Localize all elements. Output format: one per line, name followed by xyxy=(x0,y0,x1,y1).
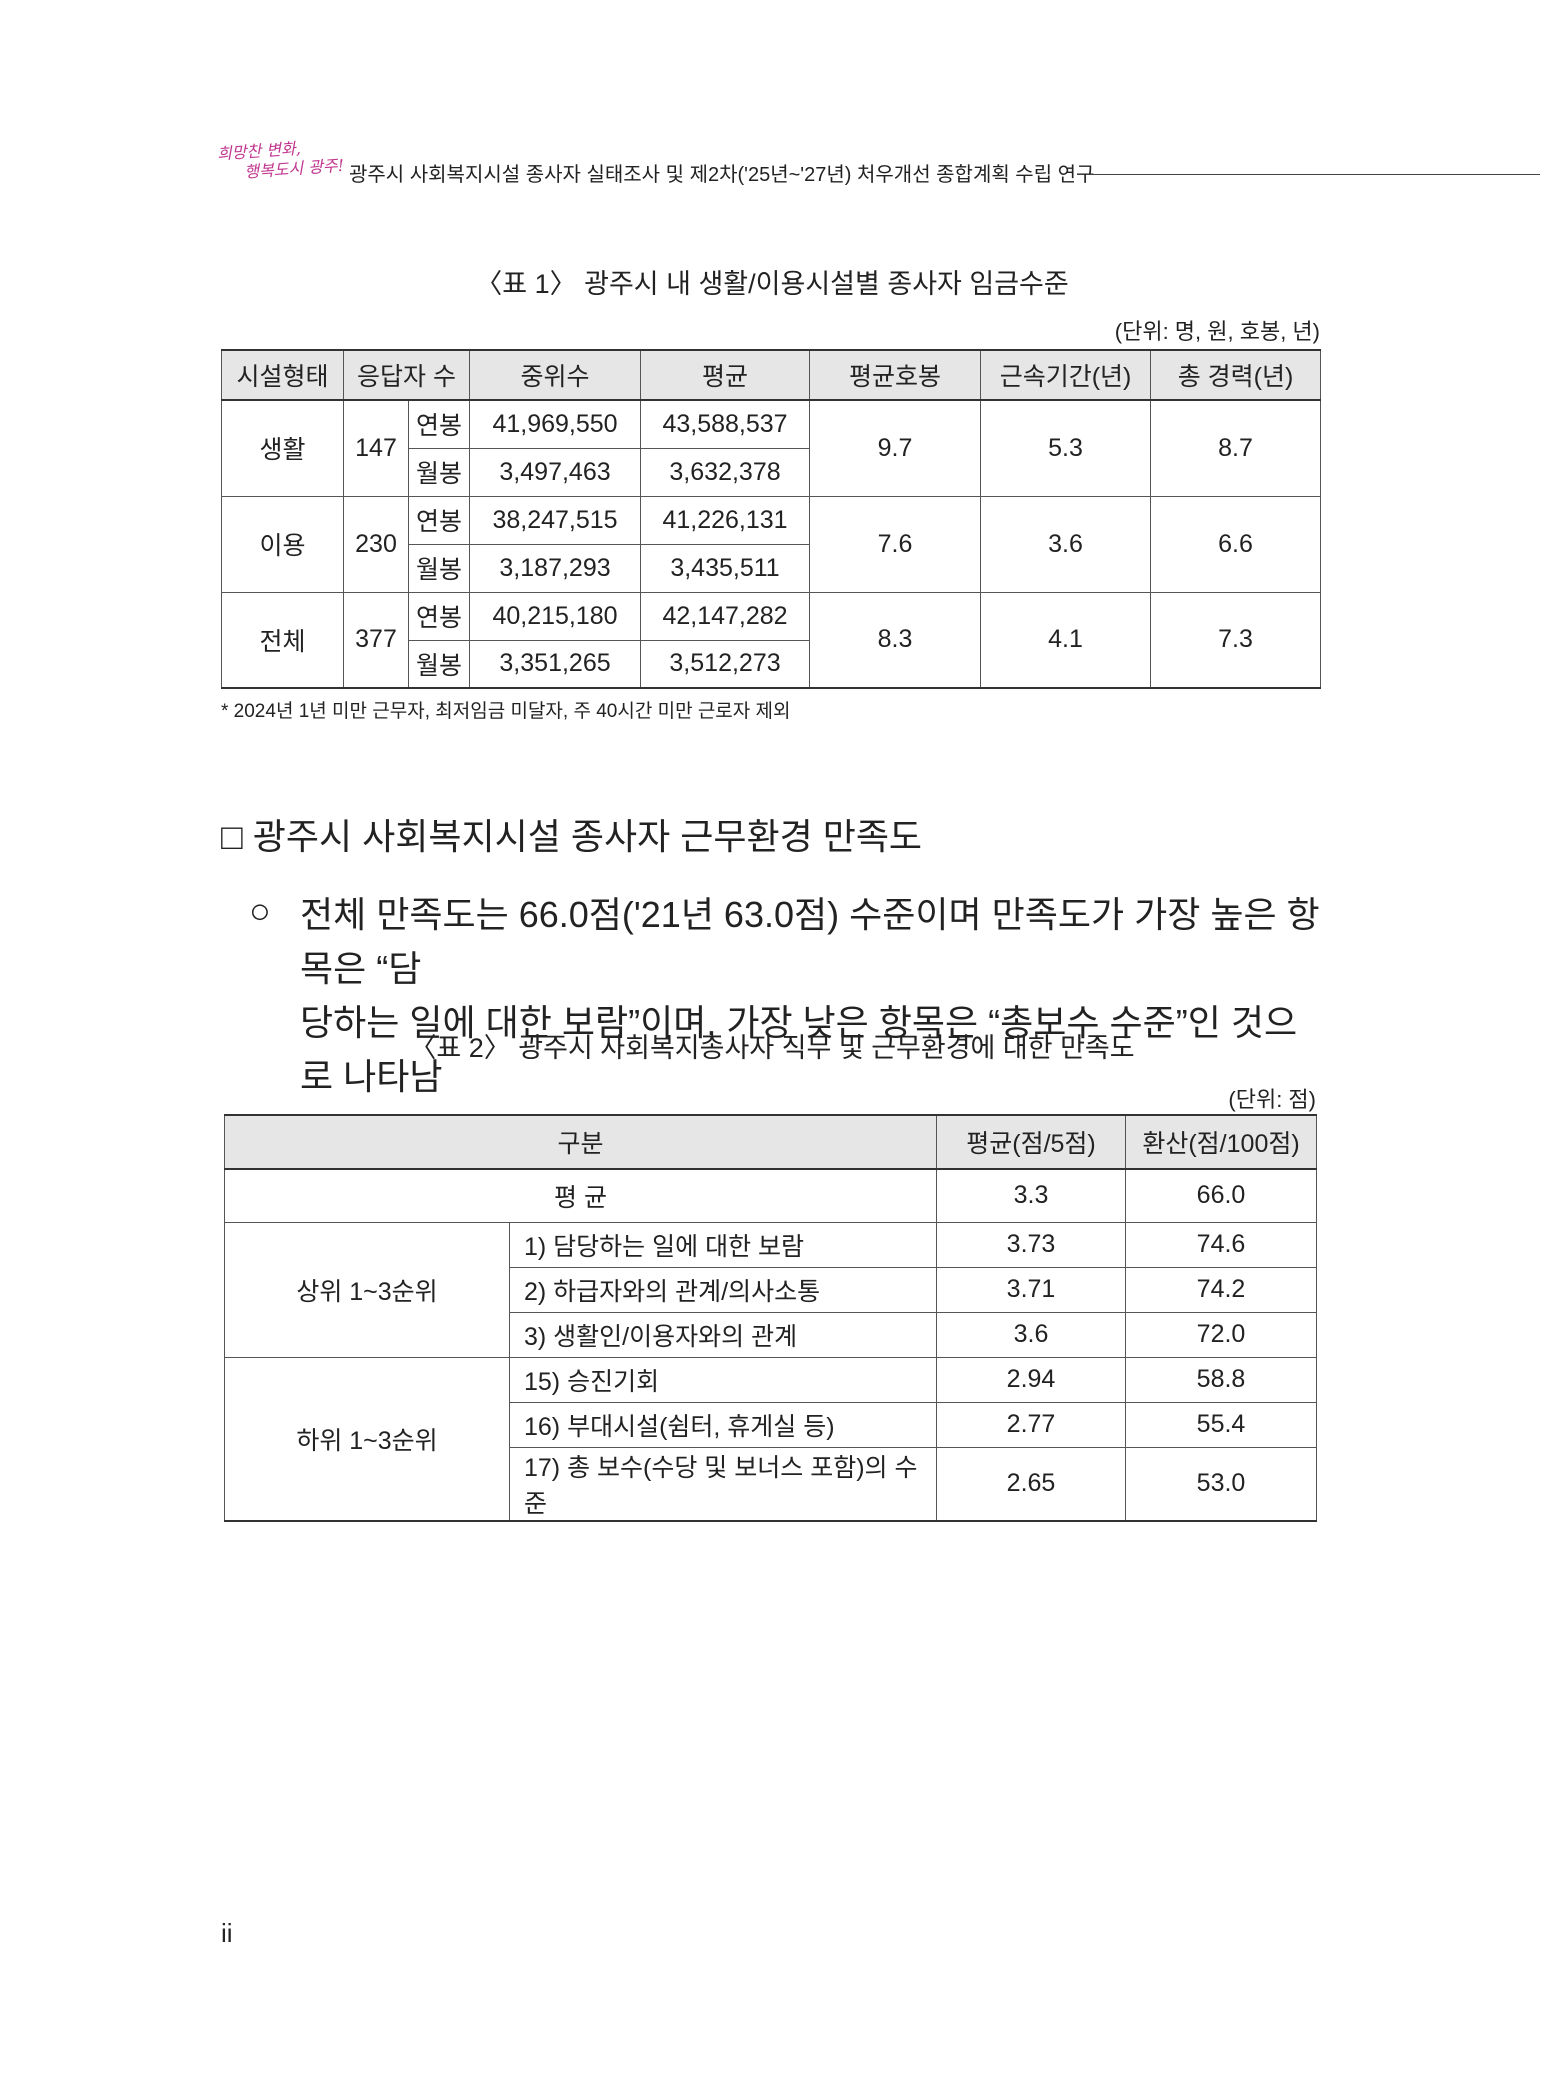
page-number: ii xyxy=(221,1918,233,1948)
circle-bullet-icon: ○ xyxy=(249,890,271,931)
career: 6.6 xyxy=(1150,495,1322,593)
respondents: 230 xyxy=(343,495,409,593)
mean: 2.77 xyxy=(936,1401,1127,1448)
item: 1) 담당하는 일에 대한 보람 xyxy=(508,1221,938,1268)
group-label: 상위 1~3순위 xyxy=(224,1221,510,1358)
mean: 3,632,378 xyxy=(640,447,811,497)
table2-unit: (단위: 점) xyxy=(1228,1087,1316,1112)
table-row: 평 균 3.3 66.0 xyxy=(223,1168,1318,1223)
facility-type: 생활 xyxy=(221,399,344,497)
score: 72.0 xyxy=(1125,1311,1318,1358)
median: 3,187,293 xyxy=(469,543,642,593)
tenure: 4.1 xyxy=(980,591,1152,689)
pay-type: 월봉 xyxy=(407,447,471,497)
item: 2) 하급자와의 관계/의사소통 xyxy=(508,1266,938,1313)
table2-caption: 〈표 2〉 광주시 사회복지종사자 직무 및 근무환경에 대한 만족도 xyxy=(409,1033,1135,1063)
median: 3,351,265 xyxy=(469,639,642,689)
satisfaction-table: 구분 평균(점/5점) 환산(점/100점) 평 균 3.3 66.0 상위 1… xyxy=(223,1114,1318,1522)
median: 38,247,515 xyxy=(469,495,642,545)
median: 40,215,180 xyxy=(469,591,642,641)
tenure: 3.6 xyxy=(980,495,1152,593)
running-header: 광주시 사회복지시설 종사자 실태조사 및 제2차('25년~'27년) 처우개… xyxy=(349,164,1095,186)
table1-unit: (단위: 명, 원, 호봉, 년) xyxy=(1114,319,1320,344)
pay-type: 월봉 xyxy=(407,543,471,593)
header-cell: 중위수 xyxy=(469,349,642,401)
mean: 42,147,282 xyxy=(640,591,811,641)
header-cell: 응답자 수 xyxy=(342,349,471,401)
bullet-paragraph: 전체 만족도는 66.0점('21년 63.0점) 수준이며 만족도가 가장 높… xyxy=(300,888,1330,1104)
header-cell: 근속기간(년) xyxy=(980,349,1152,401)
mean: 2.65 xyxy=(936,1446,1127,1521)
paragraph-line: 당하는 일에 대한 보람”이며, 가장 낮은 항목은 “총보수 수준”인 것으로… xyxy=(300,1002,1298,1097)
table-row: 17) 총 보수(수당 및 보너스 포함)의 수준 2.65 53.0 xyxy=(225,1446,1318,1521)
facility-type: 이용 xyxy=(221,495,344,593)
score: 58.8 xyxy=(1125,1356,1318,1403)
pay-type: 연봉 xyxy=(407,399,471,449)
item: 17) 총 보수(수당 및 보너스 포함)의 수준 xyxy=(508,1446,938,1521)
wage-table: 시설형태 응답자 수 중위수 평균 평균호봉 근속기간(년) 총 경력(년) 생… xyxy=(221,349,1322,689)
tenure: 5.3 xyxy=(980,399,1152,497)
career: 7.3 xyxy=(1150,591,1322,689)
checkbox-square-icon: □ xyxy=(221,816,243,857)
average-label: 평 균 xyxy=(223,1168,938,1223)
table-row: 이용 230 연봉 38,247,515 41,226,131 7.6 3.6 … xyxy=(221,495,1322,593)
respondents: 147 xyxy=(343,399,409,497)
career: 8.7 xyxy=(1150,399,1322,497)
score: 53.0 xyxy=(1125,1446,1318,1521)
paragraph-line: 전체 만족도는 66.0점('21년 63.0점) 수준이며 만족도가 가장 높… xyxy=(300,894,1320,989)
header-cell: 시설형태 xyxy=(221,349,344,401)
score: 74.2 xyxy=(1125,1266,1318,1313)
section-heading-text: 광주시 사회복지시설 종사자 근무환경 만족도 xyxy=(252,816,923,857)
header-cell: 평균호봉 xyxy=(809,349,982,401)
header-cell: 총 경력(년) xyxy=(1150,349,1322,401)
score: 74.6 xyxy=(1125,1221,1318,1268)
avg-step: 8.3 xyxy=(809,591,982,689)
mean: 3,435,511 xyxy=(640,543,811,593)
table-row: 2) 하급자와의 관계/의사소통 3.71 74.2 xyxy=(225,1266,1318,1313)
mean: 3.3 xyxy=(936,1168,1127,1223)
table-row: 16) 부대시설(쉼터, 휴게실 등) 2.77 55.4 xyxy=(225,1401,1318,1448)
table-row: 전체 377 연봉 40,215,180 42,147,282 8.3 4.1 … xyxy=(221,591,1322,689)
item: 16) 부대시설(쉼터, 휴게실 등) xyxy=(508,1401,938,1448)
header-rule xyxy=(1086,174,1540,175)
header-cell: 환산(점/100점) xyxy=(1125,1114,1318,1170)
header-cell: 평균 xyxy=(640,349,811,401)
header-cell: 구분 xyxy=(223,1114,938,1170)
section-heading: □ 광주시 사회복지시설 종사자 근무환경 만족도 xyxy=(221,808,922,860)
respondents: 377 xyxy=(343,591,409,689)
table-row: 상위 1~3순위 1) 담당하는 일에 대한 보람 3.73 74.6 xyxy=(224,1221,1318,1358)
mean: 41,226,131 xyxy=(640,495,811,545)
pay-type: 연봉 xyxy=(407,495,471,545)
avg-step: 7.6 xyxy=(809,495,982,593)
median: 3,497,463 xyxy=(469,447,642,497)
group-label: 하위 1~3순위 xyxy=(224,1356,510,1521)
item: 3) 생활인/이용자와의 관계 xyxy=(508,1311,938,1358)
table-row: 생활 147 연봉 41,969,550 43,588,537 9.7 5.3 … xyxy=(221,399,1322,497)
table-row: 월봉 3,351,265 3,512,273 xyxy=(222,639,1321,689)
table1-caption: 〈표 1〉 광주시 내 생활/이용시설별 종사자 임금수준 xyxy=(475,269,1069,299)
table-row: 하위 1~3순위 15) 승진기회 2.94 58.8 xyxy=(224,1356,1318,1521)
score: 66.0 xyxy=(1125,1168,1318,1223)
mean: 2.94 xyxy=(936,1356,1127,1403)
table1-note: * 2024년 1년 미만 근무자, 최저임금 미달자, 주 40시간 미만 근… xyxy=(221,701,791,722)
pay-type: 연봉 xyxy=(407,591,471,641)
mean: 3.6 xyxy=(936,1311,1127,1358)
facility-type: 전체 xyxy=(221,591,344,689)
mean: 3.73 xyxy=(936,1221,1127,1268)
item: 15) 승진기회 xyxy=(508,1356,938,1403)
mean: 43,588,537 xyxy=(640,399,811,449)
header-cell: 평균(점/5점) xyxy=(936,1114,1127,1170)
mean: 3.71 xyxy=(936,1266,1127,1313)
table-row: 월봉 3,497,463 3,632,378 xyxy=(222,447,1321,497)
pay-type: 월봉 xyxy=(407,639,471,689)
score: 55.4 xyxy=(1125,1401,1318,1448)
logo: 희망찬 변화, 행복도시 광주! xyxy=(216,138,345,182)
mean: 3,512,273 xyxy=(640,639,811,689)
median: 41,969,550 xyxy=(469,399,642,449)
avg-step: 9.7 xyxy=(809,399,982,497)
